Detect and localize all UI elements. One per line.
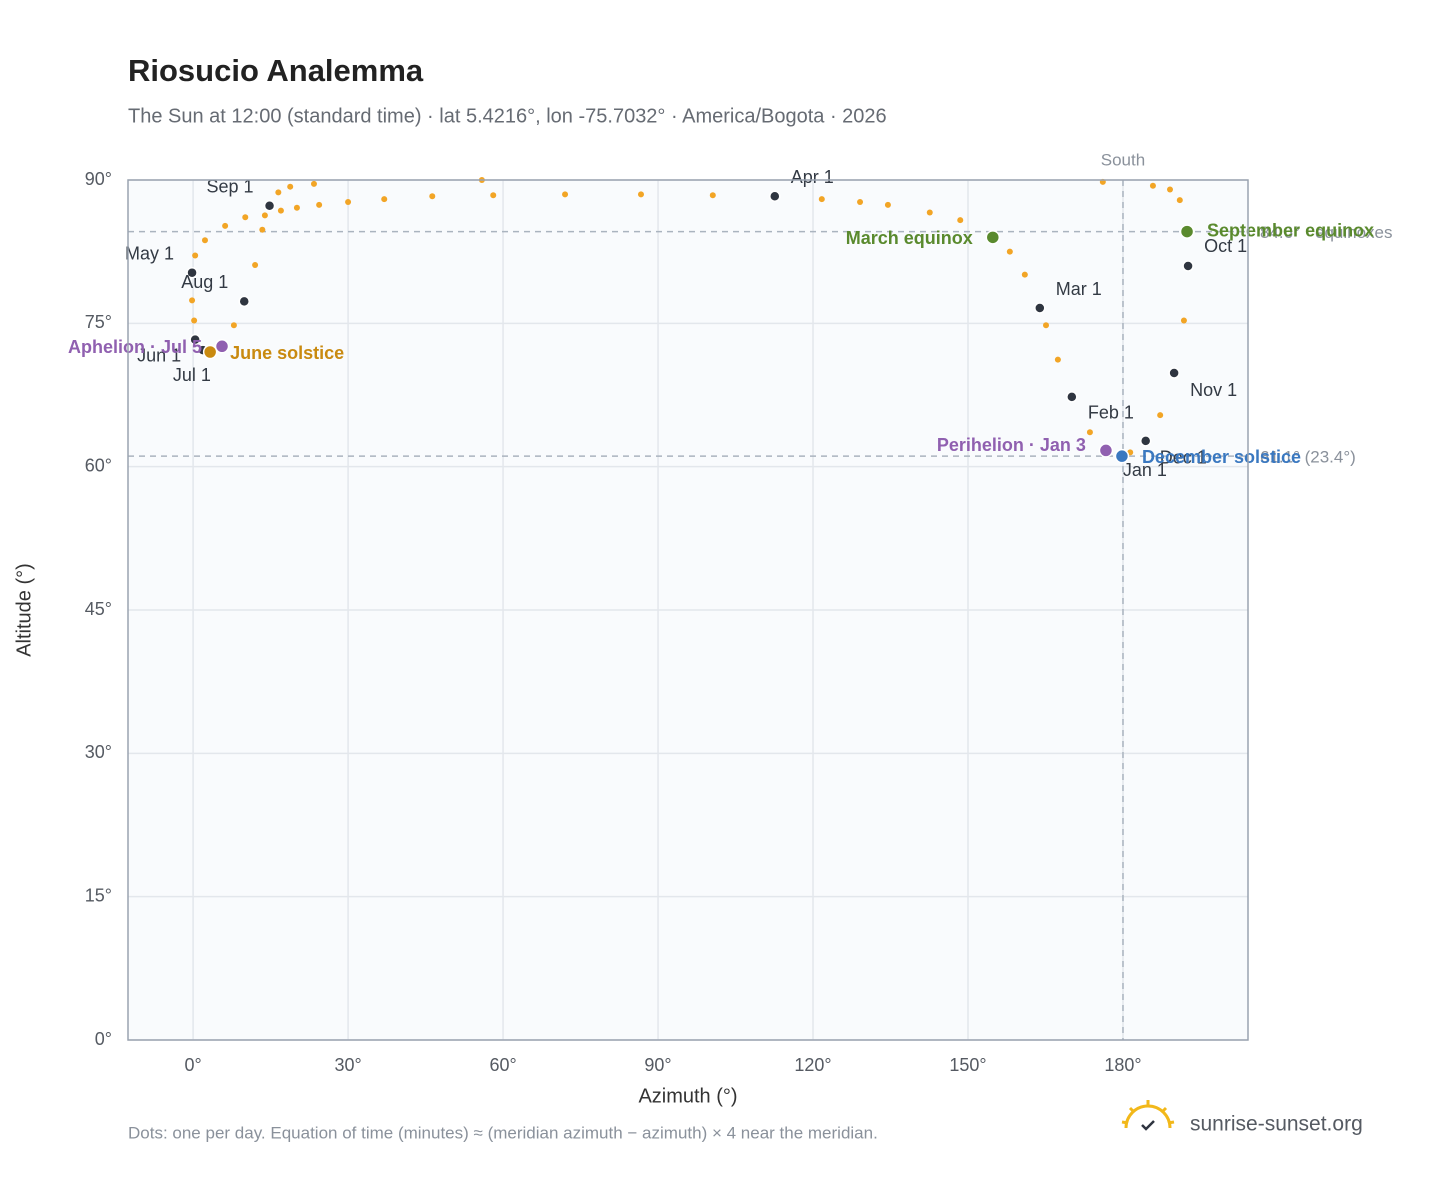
day-dot xyxy=(191,317,198,324)
day-dot xyxy=(277,207,284,214)
day-dot xyxy=(490,192,497,199)
day-dot xyxy=(310,180,317,187)
event-marker xyxy=(1179,224,1195,239)
day-dot xyxy=(275,189,282,196)
month-label: Feb 1 xyxy=(1088,403,1134,423)
day-dot xyxy=(1157,412,1164,419)
x-tick-label: 90° xyxy=(644,1055,671,1075)
month-marker xyxy=(1139,435,1152,447)
y-tick-label: 60° xyxy=(85,455,112,475)
event-marker xyxy=(214,339,230,354)
day-dot xyxy=(1166,186,1173,193)
day-dot xyxy=(957,217,964,224)
month-label: Sep 1 xyxy=(207,177,254,197)
event-marker xyxy=(202,344,218,360)
month-marker xyxy=(238,295,250,308)
day-dot xyxy=(242,214,249,221)
day-dot xyxy=(201,237,208,244)
footer-note: Dots: one per day. Equation of time (min… xyxy=(128,1123,878,1142)
event-marker xyxy=(985,230,1001,245)
day-dot xyxy=(884,201,891,208)
month-marker xyxy=(1034,302,1046,314)
day-dot xyxy=(293,204,300,211)
day-dot xyxy=(562,191,569,198)
day-dot xyxy=(316,201,323,208)
event-label: Aphelion · Jul 5 xyxy=(68,337,202,357)
day-dot xyxy=(1043,322,1050,329)
month-marker xyxy=(1168,367,1180,379)
month-label: Apr 1 xyxy=(791,167,834,187)
month-label: Jan 1 xyxy=(1123,460,1167,480)
y-tick-label: 75° xyxy=(85,312,112,332)
day-dot xyxy=(1086,429,1093,436)
day-dot xyxy=(1180,317,1187,324)
reference-label: 61.1° (23.4°) xyxy=(1260,448,1356,467)
chart-title: Riosucio Analemma xyxy=(128,53,424,88)
event-label: December solstice xyxy=(1142,447,1301,467)
day-dot xyxy=(345,198,352,205)
month-label: Mar 1 xyxy=(1056,279,1102,299)
event-marker xyxy=(1114,448,1130,464)
x-tick-label: 60° xyxy=(489,1055,516,1075)
day-dot xyxy=(818,196,825,203)
day-dot xyxy=(1176,197,1183,204)
x-tick-label: 150° xyxy=(949,1055,986,1075)
day-dot xyxy=(252,262,259,269)
event-label: June solstice xyxy=(230,343,344,363)
month-label: Dec 1 xyxy=(1160,448,1207,468)
month-marker xyxy=(263,200,276,212)
day-dot xyxy=(857,198,864,205)
day-dot xyxy=(192,252,199,259)
day-dot xyxy=(189,297,196,304)
day-dot xyxy=(287,183,294,190)
event-marker xyxy=(1098,443,1114,458)
x-tick-label: 120° xyxy=(794,1055,831,1075)
day-dot xyxy=(230,322,237,329)
month-marker xyxy=(1066,391,1078,403)
day-dot xyxy=(259,226,266,233)
month-label: Nov 1 xyxy=(1190,380,1237,400)
month-marker xyxy=(769,190,781,202)
day-dot xyxy=(926,209,933,216)
day-dot xyxy=(1006,248,1013,255)
event-label: September equinox xyxy=(1207,220,1374,240)
month-marker xyxy=(1182,260,1194,272)
month-marker xyxy=(189,333,201,346)
day-dot xyxy=(637,191,644,198)
y-tick-label: 15° xyxy=(85,885,112,905)
day-dot xyxy=(709,192,716,199)
x-tick-label: 180° xyxy=(1104,1055,1141,1075)
brand: sunrise-sunset.org xyxy=(1190,1113,1363,1136)
brand-logo xyxy=(1121,1100,1175,1131)
day-dot xyxy=(381,196,388,203)
month-label: May 1 xyxy=(125,243,174,263)
y-tick-label: 0° xyxy=(95,1029,112,1049)
month-label: Jul 1 xyxy=(173,365,211,385)
y-tick-label: 90° xyxy=(85,169,112,189)
day-dot xyxy=(1054,356,1061,363)
y-tick-label: 45° xyxy=(85,599,112,619)
reference-label: South xyxy=(1101,150,1145,169)
event-label: Perihelion · Jan 3 xyxy=(937,435,1086,455)
month-label: Oct 1 xyxy=(1204,236,1247,256)
day-dot xyxy=(261,212,268,219)
month-marker xyxy=(186,266,198,279)
chart-subtitle: The Sun at 12:00 (standard time) · lat 5… xyxy=(128,105,887,127)
reference-label: 84.6° · equinoxes xyxy=(1260,223,1393,242)
event-label: March equinox xyxy=(846,228,973,248)
day-dot xyxy=(1021,271,1028,278)
day-dot xyxy=(222,222,229,229)
month-label: Jun 1 xyxy=(137,345,181,365)
plot-frame xyxy=(127,179,1249,1041)
month-label: Aug 1 xyxy=(181,272,228,292)
x-axis-label: Azimuth (°) xyxy=(638,1085,737,1107)
day-dot xyxy=(1149,182,1156,189)
x-tick-label: 0° xyxy=(184,1055,201,1075)
y-tick-label: 30° xyxy=(85,742,112,762)
x-tick-label: 30° xyxy=(334,1055,361,1075)
y-axis-label: Altitude (°) xyxy=(13,563,35,657)
day-dot xyxy=(429,193,436,200)
